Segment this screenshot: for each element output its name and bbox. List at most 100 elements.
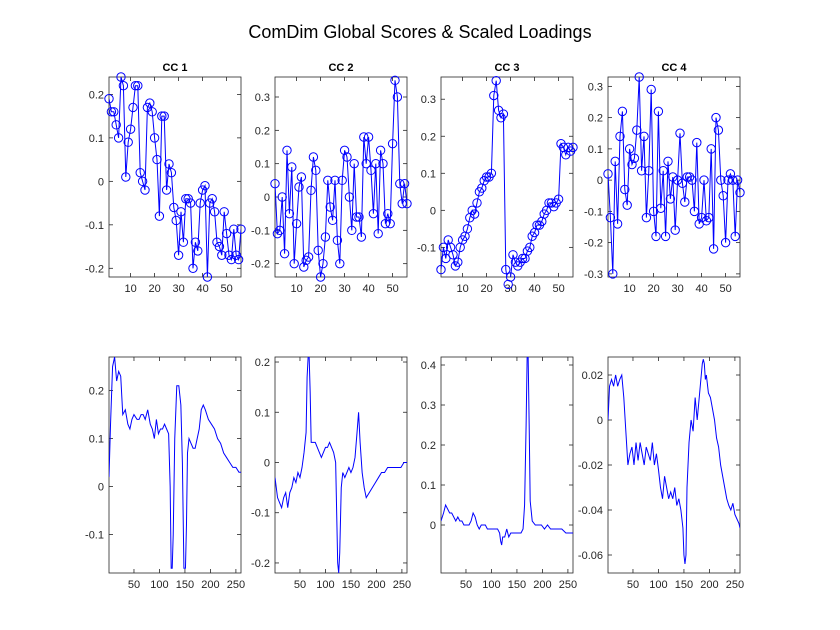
y-tick-label: 0.2 <box>421 131 436 143</box>
x-tick-label: 150 <box>342 579 360 591</box>
data-point <box>632 125 642 135</box>
data-point <box>472 198 482 208</box>
y-tick-label: 0.3 <box>255 92 270 104</box>
subplot-title: CC 3 <box>494 62 519 74</box>
data-point <box>313 245 323 256</box>
data-point <box>323 175 333 186</box>
data-point <box>359 132 369 142</box>
data-point <box>505 272 516 282</box>
data-point <box>130 80 141 91</box>
data-point <box>344 192 355 202</box>
y-tick-label: -0.06 <box>578 550 603 562</box>
data-point <box>684 172 695 182</box>
y-tick-label: 0 <box>98 176 104 188</box>
subplot-7: 50 100 150 200 250 0 0.1 0.2 0.3 0.4 <box>421 356 577 591</box>
data-point <box>342 152 352 162</box>
data-point <box>145 98 155 108</box>
data-point <box>728 175 738 185</box>
series-line <box>275 80 407 277</box>
data-point <box>294 182 304 192</box>
data-point <box>670 225 680 235</box>
data-point <box>489 90 499 101</box>
data-point <box>113 133 124 143</box>
data-point <box>147 107 157 117</box>
data-point <box>233 254 244 265</box>
series-line <box>109 357 241 569</box>
data-point <box>339 145 350 156</box>
data-point <box>612 219 623 229</box>
data-point <box>337 175 347 186</box>
data-point <box>725 169 736 179</box>
x-tick-label: 10 <box>124 283 136 295</box>
x-tick-label: 40 <box>196 283 208 295</box>
data-point <box>171 215 181 226</box>
data-point <box>166 167 177 178</box>
series-line <box>441 357 573 546</box>
data-point <box>197 185 208 195</box>
data-point <box>327 215 338 226</box>
data-point <box>390 75 400 86</box>
data-point <box>723 175 733 185</box>
subplot-1: CC 1 10 20 30 40 50 -0.2 -0.1 0 0.1 0.2 <box>85 62 246 295</box>
data-point <box>395 178 405 189</box>
data-point <box>660 231 671 242</box>
data-point <box>116 72 126 82</box>
x-tick-label: 250 <box>559 579 577 591</box>
data-point <box>624 144 635 154</box>
data-point <box>363 132 374 142</box>
data-point <box>299 262 309 272</box>
x-tick-label: 200 <box>201 579 219 591</box>
series-line <box>608 359 740 565</box>
data-point <box>373 228 383 239</box>
y-tick-label: 0.1 <box>255 407 270 419</box>
data-point <box>696 212 707 223</box>
data-point <box>677 178 688 188</box>
y-tick-label: 0.1 <box>421 168 436 180</box>
x-tick-label: 100 <box>649 579 667 591</box>
y-tick-label: -0.2 <box>251 259 270 271</box>
x-tick-label: 30 <box>504 283 516 295</box>
x-tick-label: 50 <box>220 283 232 295</box>
data-point <box>356 232 367 242</box>
data-point <box>279 248 290 259</box>
y-tick-label: 0.2 <box>89 386 104 398</box>
data-point <box>332 235 343 246</box>
x-tick-label: 40 <box>695 283 707 295</box>
y-tick-label: 0 <box>264 457 270 469</box>
data-point <box>453 257 463 267</box>
data-point <box>605 212 616 223</box>
data-point <box>188 263 198 274</box>
data-point <box>397 198 407 209</box>
figure-title: ComDim Global Scores & Scaled Loadings <box>248 22 591 42</box>
data-point <box>217 250 227 260</box>
data-point <box>173 250 184 260</box>
x-tick-label: 10 <box>623 283 635 295</box>
y-tick-label: 0.2 <box>89 89 104 101</box>
data-point <box>212 237 222 247</box>
data-point <box>656 203 666 213</box>
data-point <box>361 158 371 169</box>
data-point <box>735 187 745 198</box>
data-point <box>617 106 628 117</box>
data-point <box>713 125 724 135</box>
data-point <box>164 159 174 169</box>
y-tick-label: 0.1 <box>255 159 270 171</box>
data-point <box>157 111 167 121</box>
subplot-2: CC 2 10 20 30 40 50 -0.2 -0.1 0 0.1 0.2 0.3 <box>251 62 412 295</box>
data-point <box>730 231 740 242</box>
data-point <box>289 258 299 269</box>
x-tick-label: 30 <box>338 283 350 295</box>
data-point <box>675 128 685 138</box>
data-point <box>128 102 138 113</box>
data-point <box>125 124 136 134</box>
data-point <box>284 208 295 219</box>
x-tick-label: 100 <box>150 579 168 591</box>
x-tick-label: 200 <box>367 579 385 591</box>
x-tick-label: 30 <box>172 283 184 295</box>
y-tick-label: -0.3 <box>584 269 603 281</box>
data-point <box>708 244 719 254</box>
y-tick-label: 0 <box>430 205 436 217</box>
x-tick-label: 250 <box>726 579 744 591</box>
x-tick-label: 40 <box>362 283 374 295</box>
